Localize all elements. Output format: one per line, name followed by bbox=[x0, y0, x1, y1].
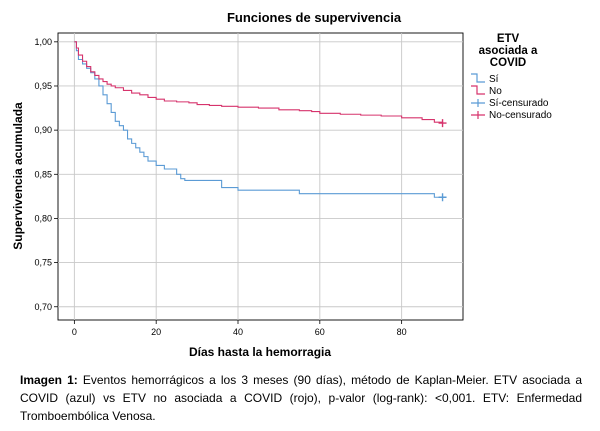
chart-title: Funciones de supervivencia bbox=[227, 10, 402, 25]
plot-area bbox=[57, 32, 464, 321]
legend-swatch-no bbox=[471, 85, 485, 95]
y-tick-label: 1,00 bbox=[34, 37, 52, 47]
censor-mark-no bbox=[438, 119, 447, 128]
legend-label-no: No bbox=[489, 86, 502, 97]
legend-label-si: Sí bbox=[489, 74, 499, 85]
x-tick-label: 80 bbox=[397, 327, 407, 337]
figure-caption: Imagen 1: Eventos hemorrágicos a los 3 m… bbox=[20, 371, 582, 425]
y-tick-label: 0,80 bbox=[34, 213, 52, 223]
series-lines bbox=[74, 41, 444, 198]
censor-marks bbox=[438, 119, 447, 202]
grid-lines bbox=[58, 33, 463, 320]
legend-label-si-censurado: Sí-censurado bbox=[489, 98, 549, 109]
legend-swatch-si bbox=[471, 73, 485, 83]
legend-label-no-censurado: No-censurado bbox=[489, 110, 552, 121]
legend-title-line-2: asociada a bbox=[479, 45, 538, 57]
caption-text: Eventos hemorrágicos a los 3 meses (90 d… bbox=[20, 373, 583, 423]
legend: ETV asociada a COVID Sí No Sí-censurado … bbox=[471, 33, 552, 121]
y-axis-title: Supervivencia acumulada bbox=[11, 102, 25, 250]
y-tick-label: 0,90 bbox=[34, 125, 52, 135]
x-tick-label: 60 bbox=[315, 327, 325, 337]
y-tick-label: 0,95 bbox=[34, 81, 52, 91]
x-tick-label: 20 bbox=[151, 327, 161, 337]
x-tick-label: 40 bbox=[233, 327, 243, 337]
y-tick-label: 0,75 bbox=[34, 258, 52, 268]
legend-swatch-no-censurado bbox=[471, 111, 485, 119]
x-tick-label: 0 bbox=[72, 327, 77, 337]
series-line-no bbox=[74, 41, 444, 124]
legend-title-line-3: COVID bbox=[490, 57, 526, 69]
axis-ticks: 0 20 40 60 80 1,00 0,95 0,90 0,85 0,80 0,75 0,70 bbox=[34, 37, 406, 337]
caption-label: Imagen 1: bbox=[20, 373, 78, 387]
x-axis-title: Días hasta la hemorragia bbox=[189, 345, 331, 359]
legend-item-si: Sí bbox=[471, 73, 499, 85]
censor-mark-si bbox=[438, 193, 447, 202]
y-tick-label: 0,85 bbox=[34, 169, 52, 179]
legend-item-si-censurado: Sí-censurado bbox=[471, 98, 549, 109]
legend-swatch-si-censurado bbox=[471, 99, 485, 107]
legend-title-line-1: ETV bbox=[497, 33, 520, 45]
y-tick-label: 0,70 bbox=[34, 302, 52, 312]
legend-item-no: No bbox=[471, 85, 502, 97]
legend-item-no-censurado: No-censurado bbox=[471, 110, 552, 121]
